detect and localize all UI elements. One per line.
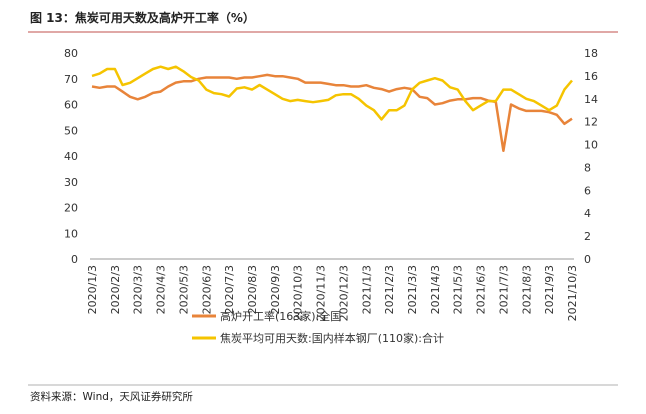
x-tick-label: 2021/1/3 — [360, 265, 373, 314]
y2-tick-label: 14 — [584, 93, 598, 106]
y2-tick-label: 4 — [584, 207, 591, 220]
series-line — [91, 65, 573, 121]
y2-tick-label: 0 — [584, 253, 591, 266]
series-line — [91, 73, 573, 153]
y2-tick-label: 10 — [584, 139, 598, 152]
x-tick-label: 2020/8/3 — [246, 265, 259, 314]
x-tick-label: 2021/7/3 — [497, 265, 510, 314]
x-tick-label: 2020/7/3 — [223, 265, 236, 314]
y2-tick-label: 18 — [584, 47, 598, 60]
chart-title: 图 13：焦炭可用天数及高炉开工率（%） — [30, 10, 255, 25]
legend-label: 高炉开工率(163家):全国 — [220, 309, 341, 323]
y-tick-label: 70 — [64, 73, 78, 86]
legend-label: 焦炭平均可用天数:国内样本钢厂(110家):合计 — [220, 331, 444, 345]
x-tick-label: 2020/3/3 — [132, 265, 145, 314]
y-tick-label: 20 — [64, 202, 78, 215]
y-tick-label: 10 — [64, 227, 78, 240]
x-tick-label: 2020/1/3 — [86, 265, 99, 314]
x-tick-label: 2021/4/3 — [429, 265, 442, 314]
x-tick-label: 2021/9/3 — [543, 265, 556, 314]
x-tick-label: 2020/12/3 — [337, 265, 350, 321]
x-tick-label: 2020/4/3 — [155, 265, 168, 314]
y-tick-label: 40 — [64, 150, 78, 163]
y2-tick-label: 2 — [584, 230, 591, 243]
x-tick-label: 2021/3/3 — [406, 265, 419, 314]
x-tick-label: 2021/6/3 — [475, 265, 488, 314]
x-tick-label: 2021/5/3 — [452, 265, 465, 314]
x-tick-label: 2020/6/3 — [200, 265, 213, 314]
x-tick-label: 2020/11/3 — [315, 265, 328, 321]
y2-tick-label: 8 — [584, 161, 591, 174]
y-tick-label: 60 — [64, 99, 78, 112]
x-tick-label: 2020/5/3 — [177, 265, 190, 314]
y-tick-label: 0 — [71, 253, 78, 266]
y-tick-label: 50 — [64, 124, 78, 137]
source: 资料来源：Wind，天风证券研究所 — [30, 390, 193, 403]
y-tick-label: 80 — [64, 47, 78, 60]
y-tick-label: 30 — [64, 176, 78, 189]
y2-tick-label: 6 — [584, 184, 591, 197]
x-tick-label: 2020/2/3 — [109, 265, 122, 314]
x-tick-label: 2020/10/3 — [292, 265, 305, 321]
x-tick-label: 2021/8/3 — [520, 265, 533, 314]
y2-tick-label: 12 — [584, 116, 598, 129]
x-tick-label: 2020/9/3 — [269, 265, 282, 314]
x-tick-label: 2021/2/3 — [383, 265, 396, 314]
y2-tick-label: 16 — [584, 70, 598, 83]
x-tick-label: 2021/10/3 — [566, 265, 579, 321]
